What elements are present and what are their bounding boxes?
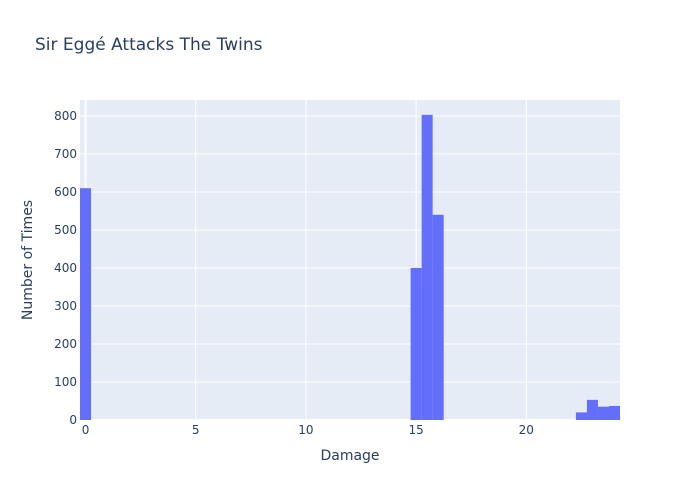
- y-tick-label: 100: [54, 375, 77, 389]
- y-tick-label: 500: [54, 223, 77, 237]
- y-tick-label: 0: [69, 413, 77, 427]
- histogram-bar[interactable]: [421, 114, 433, 421]
- histogram-bar[interactable]: [410, 267, 422, 420]
- histogram-bar[interactable]: [432, 214, 444, 420]
- y-tick-label: 300: [54, 299, 77, 313]
- chart-title: Sir Eggé Attacks The Twins: [35, 35, 263, 55]
- x-tick-label: 15: [408, 423, 423, 437]
- y-axis-ticks: 0 100 200 300 400 500 600 700 800: [54, 109, 77, 427]
- y-tick-label: 400: [54, 261, 77, 275]
- bars: [80, 114, 620, 421]
- histogram-bar[interactable]: [586, 399, 598, 420]
- x-tick-label: 10: [298, 423, 313, 437]
- x-tick-label: 5: [192, 423, 200, 437]
- y-tick-label: 700: [54, 147, 77, 161]
- plot-area: [80, 100, 620, 420]
- histogram-bar[interactable]: [608, 405, 620, 420]
- x-axis-ticks: 0 5 10 15 20: [82, 423, 534, 437]
- y-axis-title: Number of Times: [20, 200, 36, 320]
- histogram-bar[interactable]: [597, 406, 609, 420]
- histogram-bar[interactable]: [575, 412, 587, 420]
- histogram-bar[interactable]: [80, 188, 92, 420]
- y-tick-label: 200: [54, 337, 77, 351]
- y-tick-label: 600: [54, 185, 77, 199]
- x-axis-title: Damage: [320, 448, 379, 464]
- y-tick-label: 800: [54, 109, 77, 123]
- x-tick-label: 0: [82, 423, 90, 437]
- x-tick-label: 20: [519, 423, 534, 437]
